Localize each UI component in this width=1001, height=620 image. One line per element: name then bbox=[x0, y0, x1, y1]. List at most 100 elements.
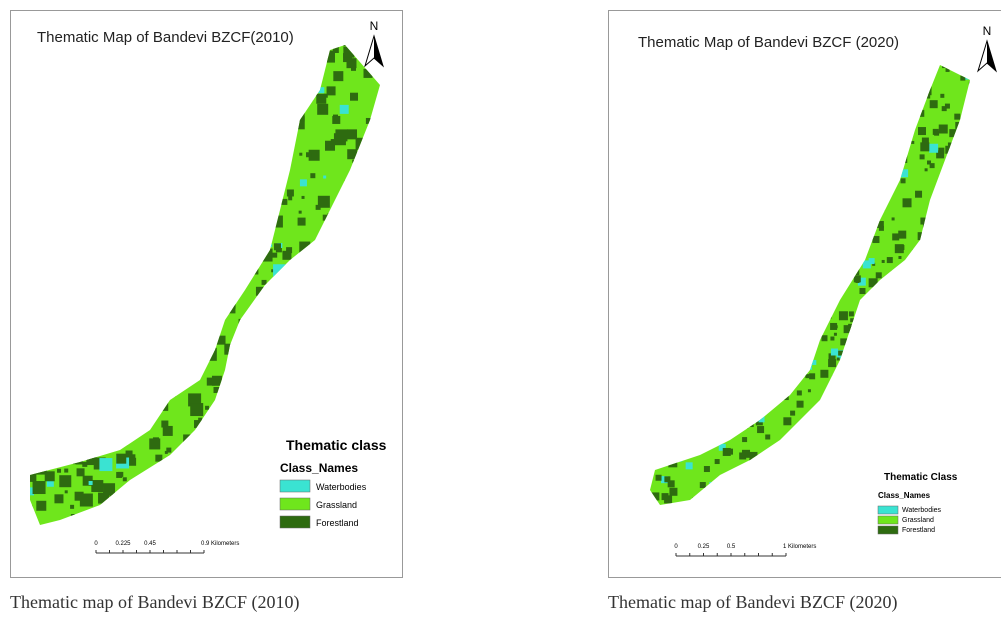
class-patch bbox=[680, 338, 689, 347]
class-patch bbox=[825, 100, 828, 103]
class-patch bbox=[238, 239, 245, 246]
class-patch bbox=[671, 448, 677, 454]
class-patch bbox=[351, 66, 356, 71]
class-patch bbox=[248, 429, 253, 434]
class-patch bbox=[691, 195, 696, 200]
class-patch bbox=[960, 325, 965, 330]
class-patch bbox=[111, 295, 123, 307]
class-patch bbox=[154, 209, 158, 213]
class-patch bbox=[739, 390, 743, 394]
class-patch bbox=[191, 484, 195, 488]
class-patch bbox=[265, 126, 272, 133]
class-patch bbox=[861, 509, 866, 514]
class-patch bbox=[671, 213, 675, 217]
class-patch bbox=[957, 294, 965, 302]
class-patch bbox=[276, 369, 283, 376]
class-patch bbox=[954, 409, 957, 412]
class-patch bbox=[32, 435, 45, 448]
class-patch bbox=[126, 144, 138, 156]
class-patch bbox=[845, 484, 854, 493]
class-patch bbox=[307, 290, 310, 293]
class-patch bbox=[646, 424, 651, 429]
class-patch bbox=[837, 472, 844, 479]
class-patch bbox=[169, 373, 174, 378]
north-label: N bbox=[370, 19, 379, 33]
class-patch bbox=[209, 465, 217, 473]
class-patch bbox=[317, 51, 328, 62]
class-patch bbox=[77, 468, 85, 476]
class-patch bbox=[302, 90, 313, 101]
class-patch bbox=[757, 365, 764, 372]
class-patch bbox=[360, 529, 364, 533]
class-patch bbox=[136, 95, 147, 106]
class-patch bbox=[922, 91, 930, 99]
class-patch bbox=[254, 349, 265, 360]
class-patch bbox=[857, 500, 865, 508]
class-patch bbox=[369, 160, 377, 168]
class-patch bbox=[857, 146, 862, 151]
class-patch bbox=[680, 301, 689, 310]
class-patch bbox=[824, 103, 827, 106]
class-patch bbox=[186, 252, 191, 257]
class-patch bbox=[284, 377, 297, 390]
class-patch bbox=[225, 210, 238, 223]
class-patch bbox=[94, 95, 101, 102]
class-patch bbox=[810, 265, 816, 271]
class-patch bbox=[721, 220, 730, 229]
class-patch bbox=[37, 339, 44, 346]
class-patch bbox=[279, 389, 285, 395]
class-patch bbox=[107, 377, 117, 387]
class-patch bbox=[688, 510, 697, 519]
class-patch bbox=[783, 341, 792, 350]
class-patch bbox=[56, 325, 64, 333]
class-patch bbox=[43, 274, 51, 282]
class-patch bbox=[100, 317, 105, 322]
class-patch bbox=[844, 74, 849, 79]
class-patch bbox=[687, 353, 692, 358]
class-patch bbox=[120, 343, 125, 348]
class-patch bbox=[921, 65, 928, 72]
class-patch bbox=[901, 290, 910, 299]
class-patch bbox=[49, 170, 52, 173]
class-patch bbox=[870, 431, 876, 437]
class-patch bbox=[233, 290, 240, 297]
class-patch bbox=[27, 60, 32, 65]
class-patch bbox=[292, 77, 301, 86]
class-patch bbox=[254, 389, 265, 400]
class-patch bbox=[714, 315, 721, 322]
class-patch bbox=[945, 262, 954, 271]
class-patch bbox=[856, 422, 863, 429]
class-patch bbox=[828, 395, 833, 400]
class-patch bbox=[179, 60, 190, 71]
class-patch bbox=[204, 282, 211, 289]
class-patch bbox=[60, 267, 66, 273]
class-patch bbox=[209, 289, 219, 299]
class-patch bbox=[125, 287, 128, 290]
class-patch bbox=[653, 360, 656, 363]
class-patch bbox=[170, 62, 174, 66]
legend-label: Forestland bbox=[316, 518, 359, 528]
class-patch bbox=[860, 185, 869, 194]
class-patch bbox=[119, 104, 126, 111]
class-patch bbox=[672, 348, 681, 357]
class-patch bbox=[839, 311, 848, 320]
class-patch bbox=[734, 496, 743, 505]
class-patch bbox=[680, 125, 688, 133]
class-patch bbox=[682, 285, 688, 291]
class-patch bbox=[195, 297, 201, 303]
class-patch bbox=[774, 309, 783, 318]
class-patch bbox=[940, 362, 948, 370]
class-patch bbox=[376, 475, 384, 483]
class-patch bbox=[168, 51, 172, 55]
class-patch bbox=[803, 363, 806, 366]
class-patch bbox=[30, 210, 33, 213]
class-patch bbox=[795, 278, 804, 287]
class-patch bbox=[845, 439, 851, 445]
class-patch bbox=[812, 162, 815, 165]
class-patch bbox=[898, 256, 901, 259]
class-patch bbox=[29, 106, 38, 115]
class-patch bbox=[742, 160, 750, 168]
class-patch bbox=[867, 461, 876, 470]
class-patch bbox=[169, 129, 180, 140]
class-patch bbox=[848, 89, 856, 97]
